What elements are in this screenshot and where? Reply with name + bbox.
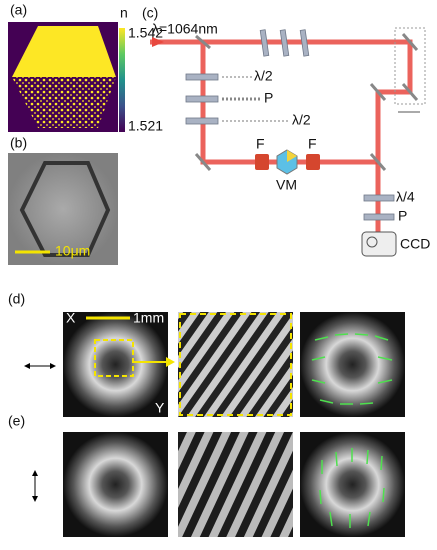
- optics: [185, 29, 397, 257]
- intensity-image: [63, 312, 168, 417]
- colorbar-max: 1.542: [128, 25, 163, 41]
- panel-label: (d): [8, 291, 25, 307]
- polarization-lines: [319, 448, 385, 528]
- panel-label: (e): [8, 413, 25, 429]
- component-label: CCD: [400, 236, 430, 252]
- panel-label: (c): [142, 5, 158, 21]
- polarization-v: [32, 470, 38, 502]
- panel-label: (b): [10, 135, 27, 151]
- polarization-image: [300, 432, 405, 537]
- component-label: VM: [276, 177, 297, 193]
- polarization-lines: [311, 333, 393, 405]
- component-label: P: [398, 208, 407, 224]
- component-label: P: [264, 90, 273, 106]
- wavelength: λ=1064nm: [152, 21, 218, 37]
- hexagon-bottom: [12, 77, 116, 128]
- scale-label: 10μm: [55, 243, 90, 259]
- axis-label: Y: [155, 400, 165, 416]
- component-label: λ/2: [254, 68, 273, 84]
- component-label: λ/4: [396, 189, 415, 205]
- interference-image: [178, 432, 293, 537]
- panel-label: (a): [10, 2, 27, 18]
- component-label: λ/2: [292, 112, 311, 128]
- component-label: F: [308, 136, 317, 152]
- colorbar-title: n: [120, 5, 128, 21]
- polarization-h: [24, 363, 56, 369]
- interference-image: [178, 312, 293, 417]
- micrograph: [8, 153, 118, 265]
- scale-label: 1mm: [133, 310, 164, 326]
- polarization-image: [300, 312, 405, 417]
- colorbar-min: 1.521: [128, 118, 163, 134]
- intensity-image: [63, 432, 168, 537]
- axis-label: X: [66, 310, 76, 326]
- component-label: F: [256, 136, 265, 152]
- colorbar: [119, 28, 125, 132]
- hexagon-top: [12, 26, 116, 77]
- hexagon-outline: [19, 161, 111, 257]
